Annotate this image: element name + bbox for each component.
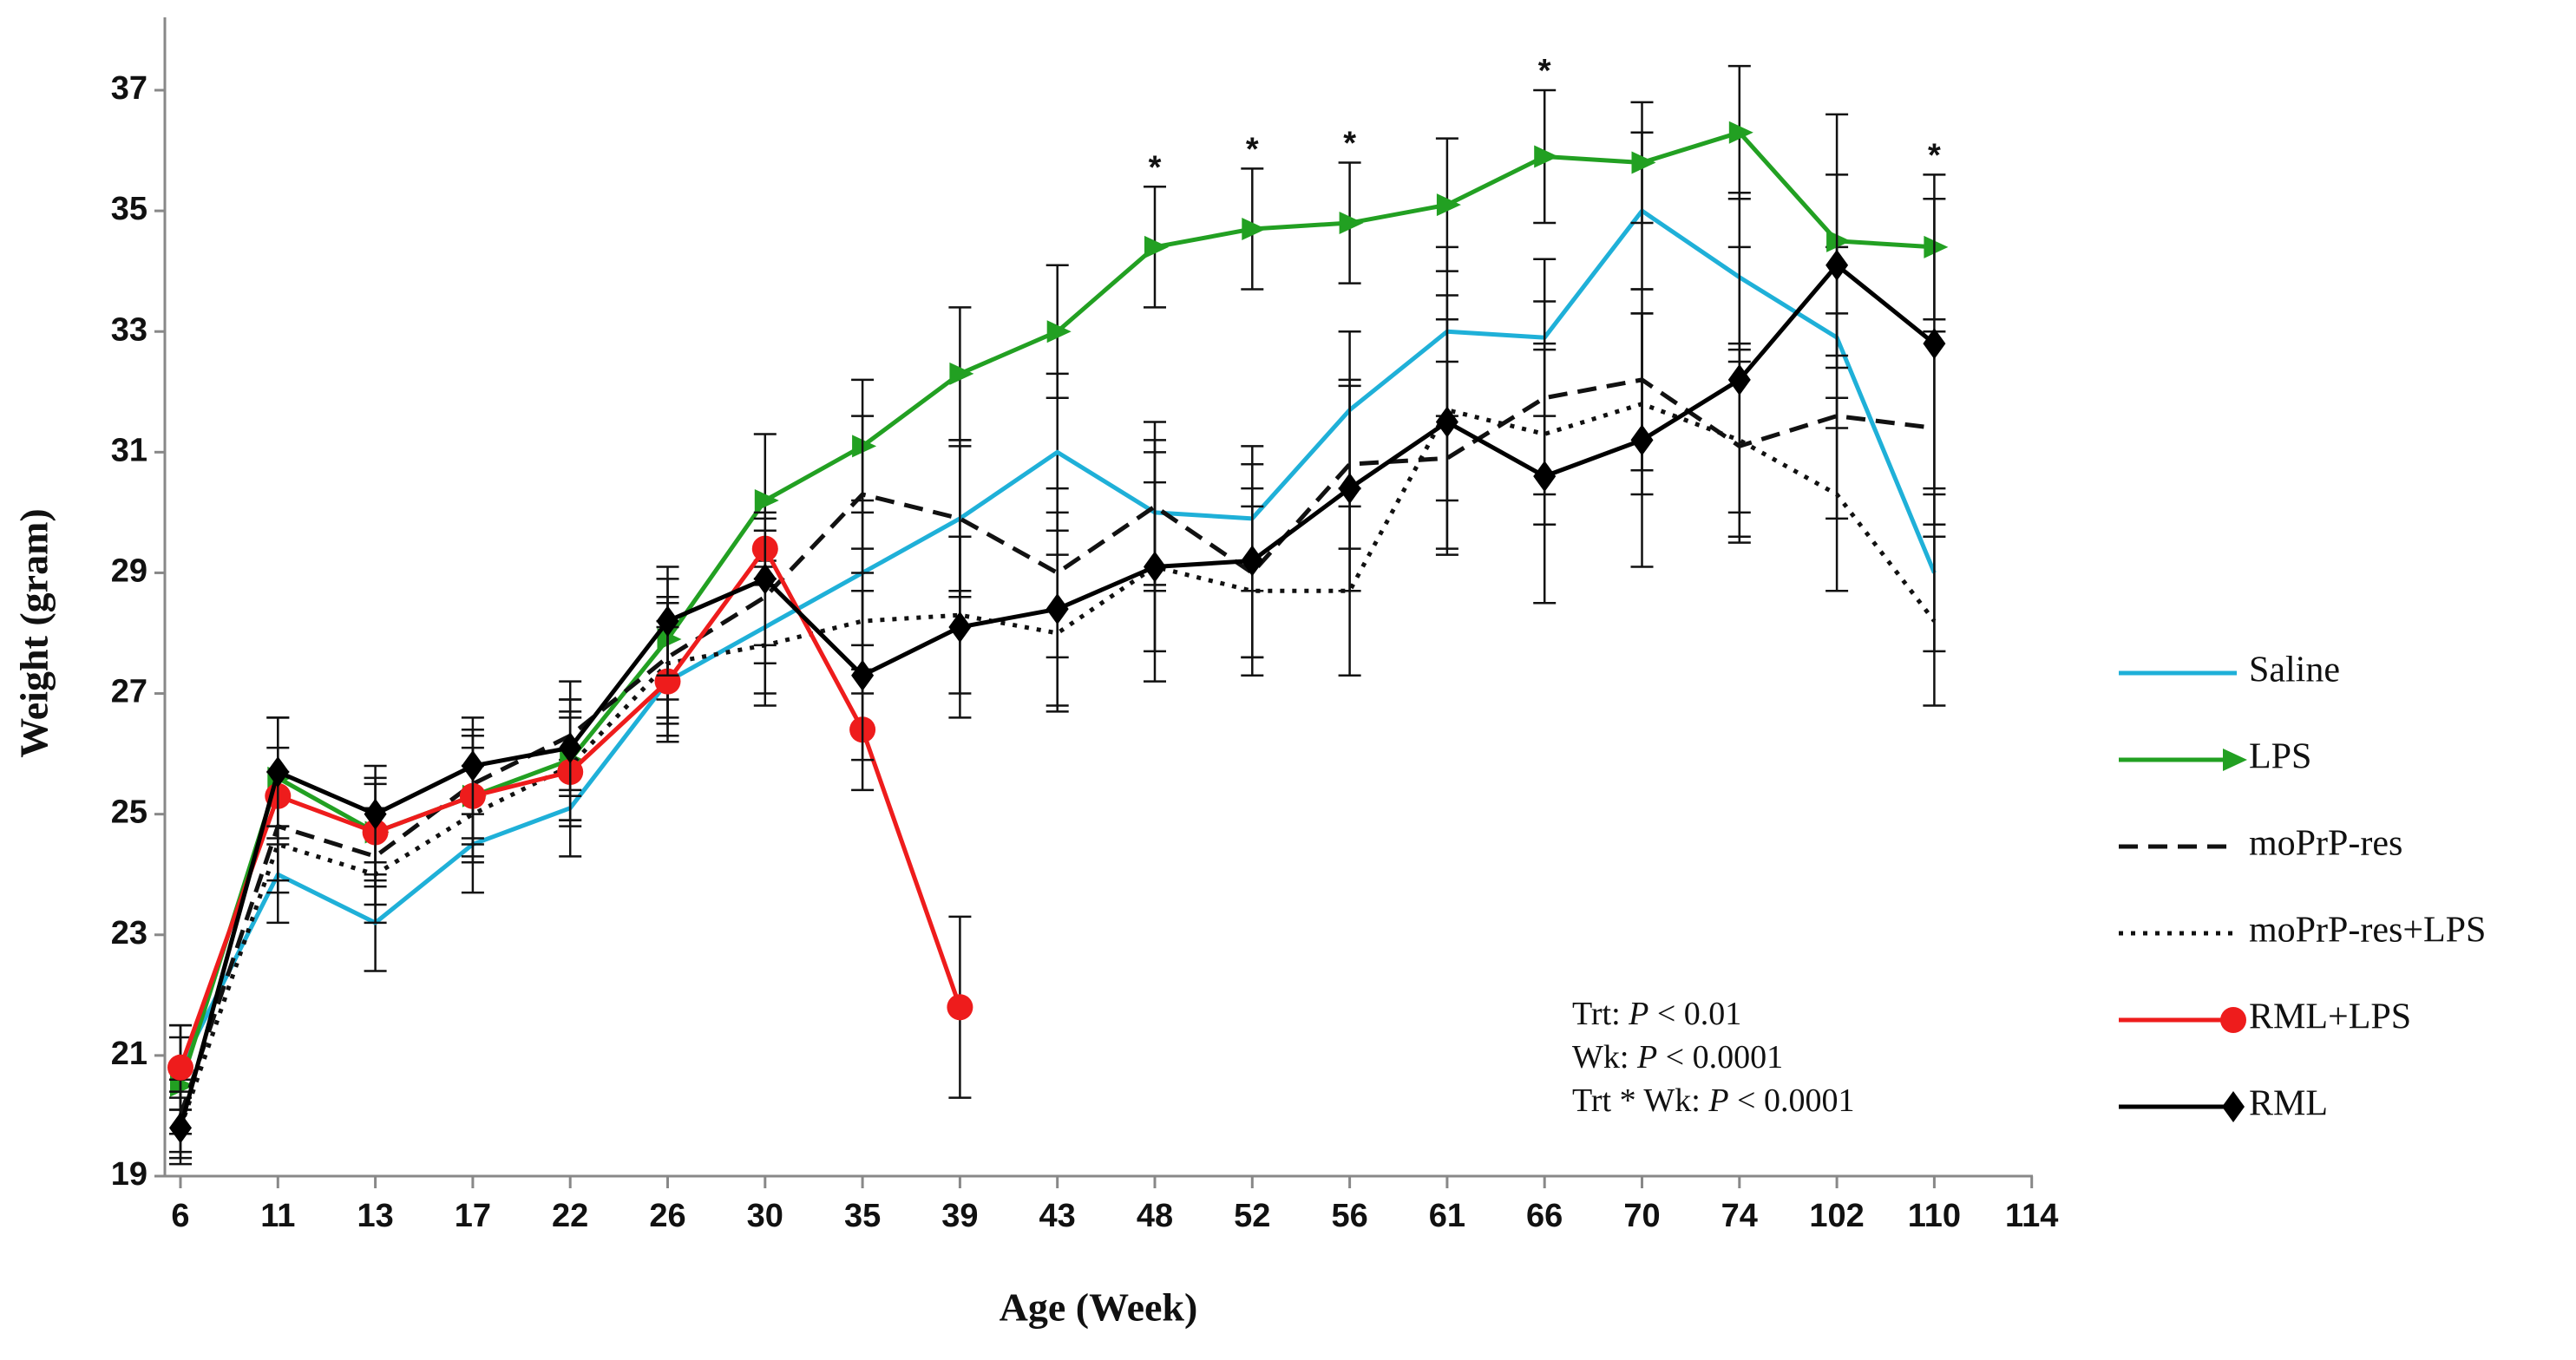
marker <box>1826 229 1852 252</box>
marker <box>461 750 484 782</box>
legend-label: RML+LPS <box>2249 997 2411 1037</box>
marker <box>167 1054 193 1081</box>
marker <box>559 732 582 764</box>
marker <box>949 362 974 385</box>
error-bar <box>1923 535 1946 707</box>
y-tick-label: 31 <box>111 432 147 468</box>
marker <box>1144 551 1166 583</box>
x-tick-label: 6 <box>171 1198 189 1234</box>
series <box>169 173 1946 1160</box>
marker <box>754 488 779 512</box>
marker <box>1436 193 1461 217</box>
marker <box>2223 749 2247 771</box>
y-tick-label: 37 <box>111 70 147 107</box>
annotation-prefix: Wk: <box>1572 1039 1637 1076</box>
x-tick-label: 48 <box>1137 1198 1173 1234</box>
annotation-suffix: < 0.0001 <box>1657 1039 1783 1076</box>
annotation-stat: P <box>1636 1039 1657 1076</box>
legend-label: moPrP-res+LPS <box>2249 911 2486 951</box>
y-tick-label: 29 <box>111 552 147 589</box>
x-tick-label: 61 <box>1429 1198 1465 1234</box>
significance-marker: * <box>1246 131 1259 167</box>
x-tick-label: 102 <box>1809 1198 1864 1234</box>
marker <box>851 659 875 691</box>
annotation: Trt: P < 0.01 <box>1572 996 1741 1032</box>
significance-marker: * <box>1928 137 1941 173</box>
marker <box>364 798 387 830</box>
y-tick-label: 23 <box>111 915 147 951</box>
marker <box>1728 121 1753 144</box>
x-tick-label: 35 <box>844 1198 881 1234</box>
marker <box>1339 212 1364 235</box>
y-tick-label: 19 <box>111 1156 147 1193</box>
marker <box>1924 235 1949 258</box>
marker <box>1630 424 1654 456</box>
marker <box>1534 145 1559 168</box>
marker <box>1825 249 1849 281</box>
marker <box>1923 328 1946 360</box>
annotation-suffix: < 0.0001 <box>1729 1082 1855 1119</box>
x-tick-label: 110 <box>1908 1198 1961 1234</box>
annotation-suffix: < 0.01 <box>1649 996 1741 1032</box>
marker <box>1727 363 1751 396</box>
legend-label: RML <box>2249 1084 2328 1124</box>
annotation: Wk: P < 0.0001 <box>1572 1039 1783 1076</box>
x-tick-label: 17 <box>455 1198 491 1234</box>
marker <box>1338 473 1361 505</box>
marker <box>1144 235 1169 258</box>
y-tick-label: 35 <box>111 191 147 227</box>
annotation-stat: P <box>1708 1082 1728 1119</box>
legend-label: Saline <box>2249 651 2340 690</box>
x-tick-label: 52 <box>1234 1198 1270 1234</box>
x-tick-label: 30 <box>747 1198 783 1234</box>
marker <box>266 755 290 788</box>
marker <box>852 435 877 458</box>
marker <box>657 627 682 651</box>
marker <box>656 605 679 638</box>
y-axis-title: Weight (gram) <box>12 508 56 757</box>
x-tick-label: 114 <box>2005 1198 2058 1234</box>
marker <box>169 1112 192 1144</box>
significance-marker: * <box>1149 149 1162 186</box>
y-tick-label: 25 <box>111 794 147 831</box>
x-tick-label: 74 <box>1721 1198 1758 1234</box>
x-tick-label: 39 <box>941 1198 978 1234</box>
marker <box>1435 406 1458 438</box>
annotation-prefix: Trt * Wk: <box>1572 1082 1708 1119</box>
marker <box>2222 1091 2245 1122</box>
x-tick-label: 22 <box>552 1198 588 1234</box>
marker <box>2220 1007 2246 1033</box>
marker <box>1631 151 1656 174</box>
marker <box>948 611 972 644</box>
significance-marker: * <box>1538 53 1551 89</box>
marker <box>1533 461 1557 493</box>
x-tick-label: 70 <box>1623 1198 1660 1234</box>
marker <box>1045 593 1069 625</box>
legend-label: moPrP-res <box>2249 824 2402 864</box>
x-tick-label: 43 <box>1039 1198 1076 1234</box>
marker <box>947 994 973 1021</box>
y-tick-label: 27 <box>111 674 147 710</box>
annotation-stat: P <box>1628 996 1649 1032</box>
marker <box>1046 320 1072 343</box>
x-tick-label: 56 <box>1331 1198 1367 1234</box>
legend-label: LPS <box>2249 737 2311 777</box>
x-axis-title: Age (Week) <box>1000 1285 1198 1330</box>
marker <box>753 563 777 595</box>
marker <box>1242 217 1267 240</box>
x-tick-label: 66 <box>1526 1198 1563 1234</box>
x-tick-label: 13 <box>357 1198 393 1234</box>
y-tick-label: 33 <box>111 311 147 348</box>
series <box>167 517 973 1111</box>
significance-marker: * <box>1343 125 1356 161</box>
x-tick-label: 11 <box>260 1198 295 1234</box>
annotation: Trt * Wk: P < 0.0001 <box>1572 1082 1854 1119</box>
annotation-prefix: Trt: <box>1572 996 1629 1032</box>
x-tick-label: 26 <box>649 1198 685 1234</box>
y-tick-label: 21 <box>111 1036 147 1072</box>
marker <box>1241 545 1264 577</box>
